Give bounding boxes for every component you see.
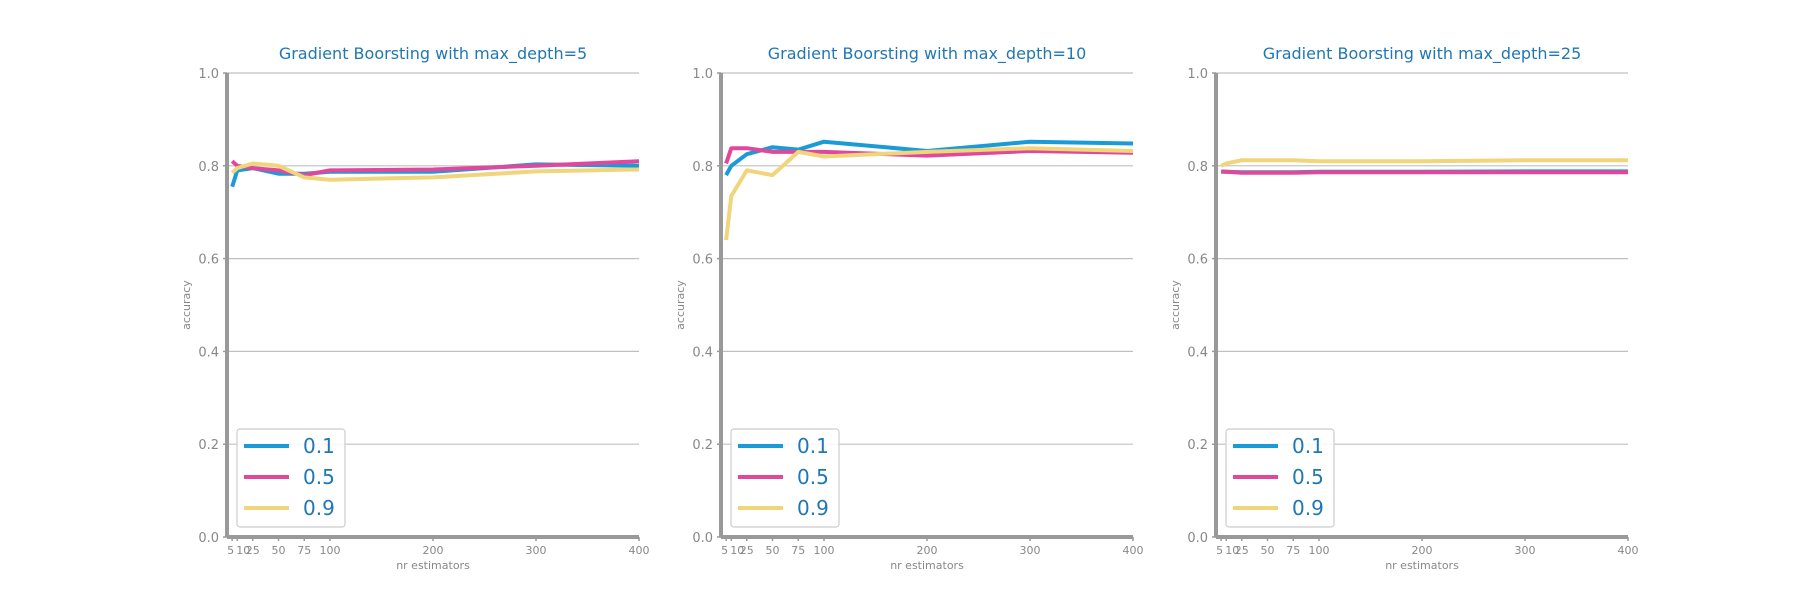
y-tick-label: 0.2 [692,438,713,453]
x-tick-label: 25 [740,544,754,557]
legend-label: 0.9 [303,496,335,520]
series-line-0.9 [724,146,1134,241]
legend: 0.1 0.5 0.9 [730,428,840,528]
legend-label: 0.9 [1292,496,1324,520]
chart-title: Gradient Boorsting with max_depth=25 [1263,44,1582,64]
x-tick-label: 10 [730,544,744,557]
legend-box [236,428,346,528]
legend-box [1225,428,1335,528]
y-tick-label: 0.0 [198,531,219,546]
series-line-0.9 [1220,158,1628,168]
y-tick-label: 0.4 [692,345,713,360]
legend-label: 0.5 [797,465,829,489]
x-tick-label: 10 [1225,544,1239,557]
x-tick-label: 200 [423,544,444,557]
x-tick-label: 5 [721,544,728,557]
y-axis-label: accuracy [180,280,193,330]
x-tick-label: 25 [1235,544,1249,557]
chart-title: Gradient Boorsting with max_depth=5 [279,44,587,64]
x-tick-label: 300 [1515,544,1536,557]
x-tick-label: 300 [1020,544,1041,557]
y-axis-label: accuracy [1169,280,1182,330]
y-tick-label: 0.0 [1187,531,1208,546]
x-tick-label: 400 [1618,544,1639,557]
y-tick-label: 0.6 [198,253,219,268]
series-line-0.1 [724,139,1134,177]
series-line-0.9 [230,161,640,182]
x-axis-label: nr estimators [890,559,964,572]
y-tick-label: 0.6 [692,253,713,268]
x-tick-label: 5 [1216,544,1223,557]
x-tick-label: 100 [320,544,341,557]
y-tick-label: 1.0 [198,67,219,82]
legend-label: 0.5 [1292,465,1324,489]
y-tick-label: 0.0 [692,531,713,546]
y-tick-label: 0.2 [1187,438,1208,453]
y-tick-label: 0.2 [198,438,219,453]
x-tick-label: 50 [272,544,286,557]
x-tick-label: 100 [1309,544,1330,557]
legend-label: 0.1 [797,434,829,458]
y-tick-label: 0.8 [1187,160,1208,175]
y-tick-label: 1.0 [692,67,713,82]
x-tick-label: 75 [297,544,311,557]
x-tick-label: 200 [1412,544,1433,557]
x-tick-label: 50 [766,544,780,557]
legend-label: 0.5 [303,465,335,489]
x-tick-label: 300 [526,544,547,557]
y-axis-label: accuracy [674,280,687,330]
y-tick-label: 1.0 [1187,67,1208,82]
y-tick-label: 0.8 [692,160,713,175]
series-line-0.5 [1221,169,1628,175]
y-tick-label: 0.4 [198,345,219,360]
x-tick-label: 400 [629,544,650,557]
legend-label: 0.1 [303,434,335,458]
x-axis-label: nr estimators [396,559,470,572]
x-tick-label: 50 [1261,544,1275,557]
legend-label: 0.9 [797,496,829,520]
x-tick-label: 5 [227,544,234,557]
legend-label: 0.1 [1292,434,1324,458]
y-tick-label: 0.4 [1187,345,1208,360]
x-tick-label: 75 [791,544,805,557]
x-tick-label: 200 [917,544,938,557]
x-axis-label: nr estimators [1385,559,1459,572]
legend: 0.1 0.5 0.9 [236,428,346,528]
legend-box [730,428,840,528]
x-tick-label: 25 [246,544,260,557]
x-tick-label: 100 [814,544,835,557]
chart-title: Gradient Boorsting with max_depth=10 [768,44,1087,64]
y-tick-label: 0.8 [198,160,219,175]
legend: 0.1 0.5 0.9 [1225,428,1335,528]
x-tick-label: 75 [1286,544,1300,557]
x-tick-label: 400 [1123,544,1144,557]
x-tick-label: 10 [236,544,250,557]
y-tick-label: 0.6 [1187,253,1208,268]
